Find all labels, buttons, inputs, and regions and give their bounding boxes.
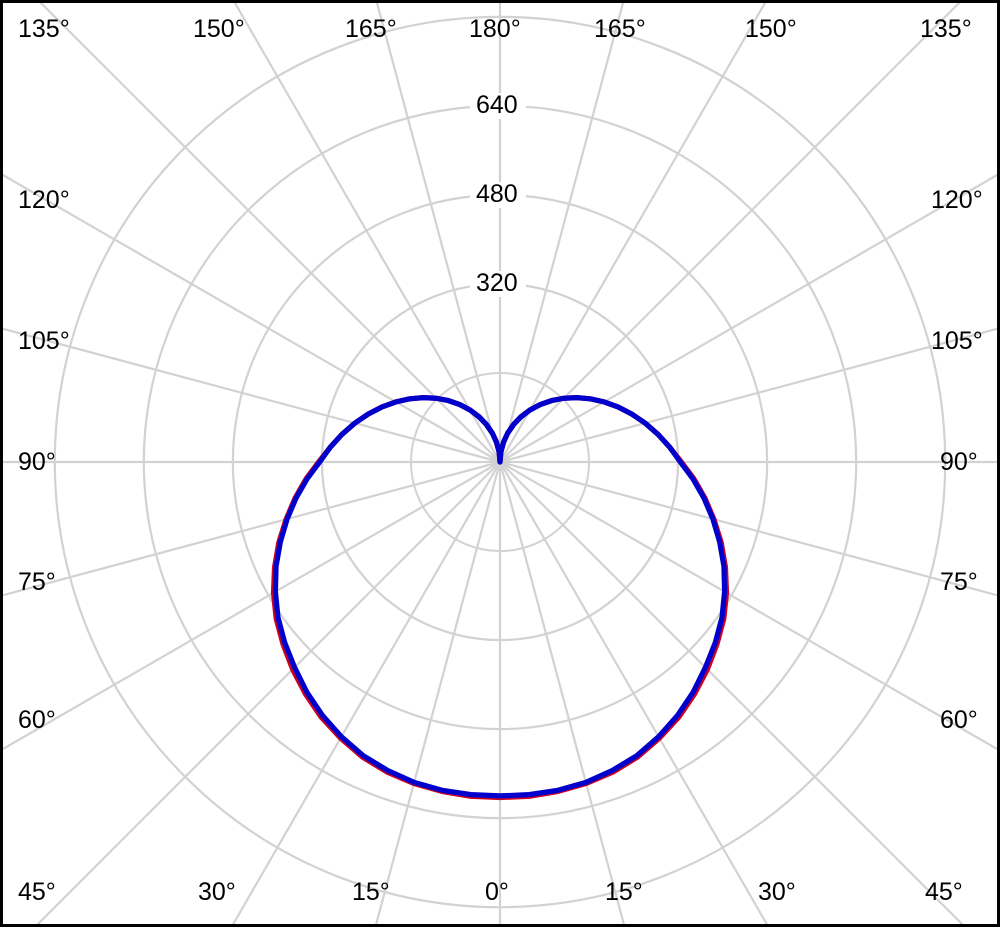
angle-label-top-right-165: 165° bbox=[594, 15, 646, 43]
angle-label-top-180: 180° bbox=[469, 15, 521, 43]
angle-label-bottom-right-45: 45° bbox=[925, 878, 963, 906]
angle-label-top-right-150: 150° bbox=[745, 15, 797, 43]
radial-label-mask-640 bbox=[470, 92, 526, 119]
angle-label-bottom-left-15: 15° bbox=[352, 878, 390, 906]
curve-c0-c180 bbox=[272, 395, 728, 799]
angle-label-left-60: 60° bbox=[18, 706, 56, 734]
radial-tick-label-320: 320 bbox=[476, 268, 518, 297]
angle-label-bottom-right-30: 30° bbox=[758, 878, 796, 906]
angle-label-left-90: 90° bbox=[18, 448, 56, 476]
angle-label-bottom-left-30: 30° bbox=[198, 878, 236, 906]
angle-label-top-left-135: 135° bbox=[18, 15, 70, 43]
angle-label-bottom-right-15: 15° bbox=[605, 878, 643, 906]
angle-label-top-right-135: 135° bbox=[920, 15, 972, 43]
angle-label-left-75: 75° bbox=[18, 568, 56, 596]
angle-label-right-60: 60° bbox=[940, 706, 978, 734]
angle-label-right-75: 75° bbox=[940, 568, 978, 596]
radial-tick-label-480: 480 bbox=[476, 179, 518, 208]
radial-tick-label-640: 640 bbox=[476, 90, 518, 119]
angle-label-left-105: 105° bbox=[18, 327, 70, 355]
angle-label-bottom-0: 0° bbox=[485, 878, 509, 906]
angle-label-left-120: 120° bbox=[18, 186, 70, 214]
radial-label-mask-480 bbox=[470, 181, 526, 208]
angle-label-right-120: 120° bbox=[931, 186, 983, 214]
angle-label-right-105: 105° bbox=[931, 327, 983, 355]
radial-label-mask-320 bbox=[470, 270, 526, 297]
angle-label-bottom-left-45: 45° bbox=[18, 878, 56, 906]
angle-label-right-90: 90° bbox=[940, 448, 978, 476]
angle-label-top-left-150: 150° bbox=[193, 15, 245, 43]
angle-label-top-left-165: 165° bbox=[345, 15, 397, 43]
